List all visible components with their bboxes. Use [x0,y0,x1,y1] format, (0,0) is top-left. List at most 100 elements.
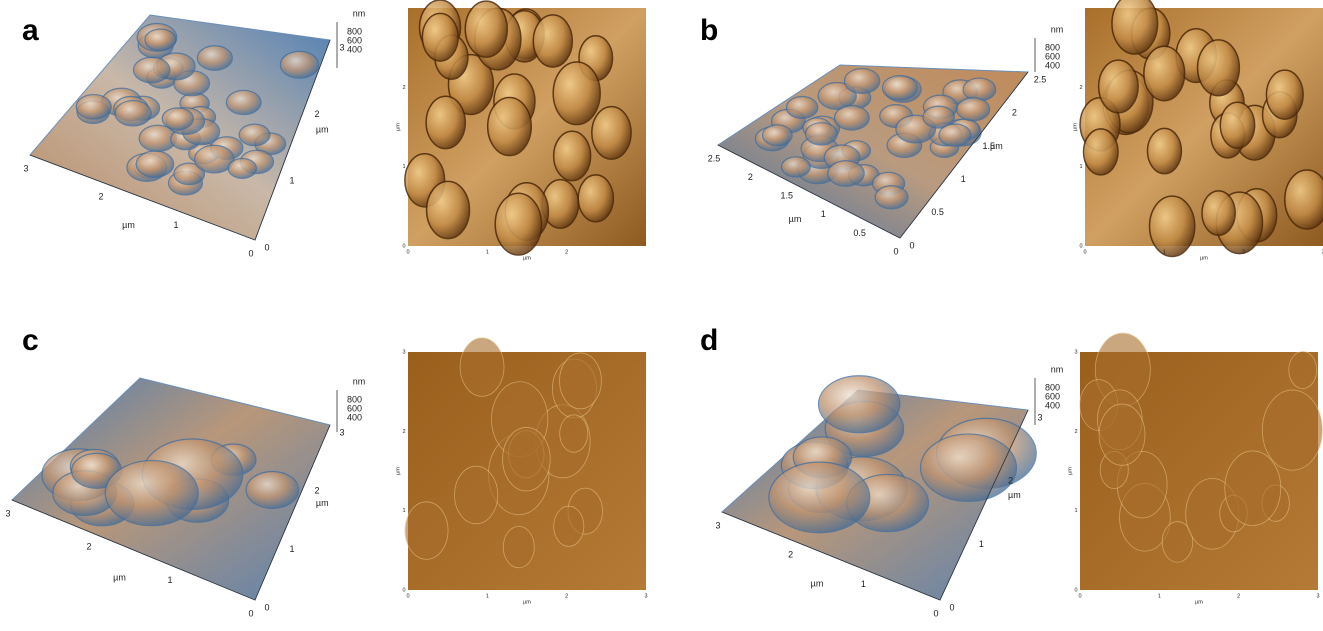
y-tick-label: 2.5 [1034,74,1047,84]
x-axis-unit: µm [789,214,802,224]
grain [553,62,600,125]
y-tick-label: 0 [949,602,954,612]
grain [554,506,584,546]
grain [592,107,631,159]
x-tick-label: 2 [98,192,103,202]
x-axis-unit: µm [1195,599,1203,605]
x-tick-label: 0 [248,248,253,258]
x-tick-label: 0 [248,608,253,618]
x-tick-label: 1 [486,249,489,255]
x-tick-label: 1 [1158,593,1161,599]
y-tick-label: 2 [1074,429,1077,435]
x-tick-label: 1 [486,593,489,599]
x-tick-label: 1 [861,579,866,589]
x-tick-label: 1 [821,209,826,219]
grain [280,51,318,78]
grain [554,131,591,180]
x-tick-label: 2 [748,172,753,182]
x-tick-label: 1 [167,575,172,585]
z-tick-label: 400 [1045,60,1060,70]
grain [939,124,971,146]
grain [228,158,256,178]
grain [957,98,990,121]
x-tick-label: 3 [5,508,10,518]
grain [762,125,792,146]
x-axis-unit: µm [523,255,531,261]
grain [503,526,534,567]
y-tick-label: 2 [402,85,405,91]
grain [844,69,879,94]
grain [76,95,111,120]
x-axis-unit: µm [1200,255,1208,261]
x-tick-label: 0 [1083,249,1086,255]
grain [1289,351,1317,388]
x-tick-label: 1 [173,220,178,230]
grain [1112,0,1158,54]
x-axis-unit: µm [523,599,531,605]
panel: a3210µm0123µmnm800600400012µm012µm [22,0,646,261]
grain [495,193,541,255]
x-tick-label: 2.5 [708,153,721,163]
y-axis-unit: µm [316,124,329,134]
grain [875,186,908,209]
x-tick-label: 2 [1237,593,1240,599]
y-tick-label: 3 [1037,412,1042,422]
panel: b2.521.510.50µm00.511.522.5µmnm800600400… [700,0,1323,261]
x-tick-label: 2 [565,249,568,255]
grain [578,175,613,222]
grain [1220,102,1254,148]
grain [963,78,996,101]
y-axis-unit: µm [395,467,401,475]
grain [197,46,232,71]
y-axis-unit: µm [1072,123,1078,131]
y-tick-label: 2 [314,486,319,496]
grain [1099,404,1145,465]
grain [488,97,532,155]
y-tick-label: 1 [289,544,294,554]
y-axis-unit: µm [1067,467,1073,475]
x-axis-unit: µm [113,572,126,582]
y-tick-label: 3 [1074,349,1077,355]
grain [246,472,299,509]
z-axis-unit: nm [353,376,366,386]
y-tick-label: 2 [1079,85,1082,91]
grain [239,124,270,146]
y-axis-unit: µm [395,123,401,131]
panel-label: b [700,14,718,47]
grain [455,466,498,524]
grain [1144,46,1185,100]
grain [226,90,261,114]
z-axis-unit: nm [1051,24,1064,34]
x-tick-label: 2 [1242,249,1245,255]
y-tick-label: 1 [1079,164,1082,170]
grain [405,502,448,559]
grain [427,181,470,238]
x-tick-label: 3 [1316,593,1319,599]
y-tick-label: 0 [909,240,914,250]
x-axis-unit: µm [122,220,135,230]
grain [882,76,917,100]
grain [105,461,198,526]
y-tick-label: 2 [314,109,319,119]
grain [145,29,176,51]
y-tick-label: 0 [402,243,405,249]
grain [162,108,193,130]
x-tick-label: 1.5 [781,191,794,201]
x-tick-label: 0 [406,249,409,255]
grain [1084,129,1118,175]
x-tick-label: 2 [565,593,568,599]
z-tick-label: 400 [347,44,362,54]
x-tick-label: 3 [23,163,28,173]
y-axis-unit: µm [990,141,1003,151]
y-axis-unit: µm [316,498,329,508]
y-tick-label: 0 [1079,243,1082,249]
grain [1202,191,1235,235]
grain [115,101,151,126]
panel-label: a [22,14,39,47]
panel: c3210µm0123µmnm8006004000123µm0123µm [5,324,647,618]
grain [819,376,900,433]
y-tick-label: 1 [402,164,405,170]
y-tick-label: 2 [1012,108,1017,118]
y-tick-label: 1 [1074,508,1077,514]
y-tick-label: 3 [339,42,344,52]
